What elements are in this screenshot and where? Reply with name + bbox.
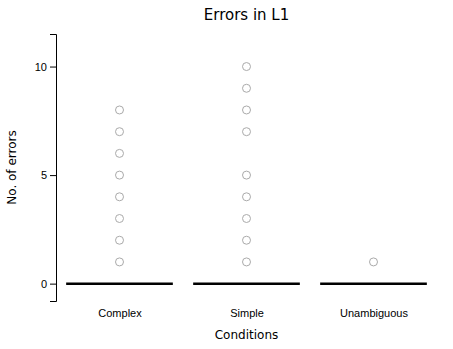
y-tick-mark xyxy=(50,284,56,285)
x-tick-label: Complex xyxy=(98,307,142,319)
point xyxy=(116,149,124,157)
baseline xyxy=(320,282,427,285)
point xyxy=(243,128,251,136)
y-axis-line xyxy=(50,35,57,302)
point xyxy=(116,215,124,223)
x-tick: Unambiguous xyxy=(340,301,408,319)
y-tick: 0 xyxy=(41,278,56,290)
y-tick: 5 xyxy=(41,169,56,181)
y-axis-title: No. of errors xyxy=(5,130,19,204)
point xyxy=(116,258,124,266)
point xyxy=(243,171,251,179)
point xyxy=(116,106,124,114)
point xyxy=(243,258,251,266)
point xyxy=(116,236,124,244)
x-tick: Simple xyxy=(230,301,264,319)
y-tick-label: 5 xyxy=(41,169,47,181)
y-tick-mark xyxy=(50,67,56,68)
y-tick-label: 10 xyxy=(35,61,47,73)
x-axis-title: Conditions xyxy=(215,328,279,342)
y-tick-mark xyxy=(50,175,56,176)
y-axis: 0 5 10 xyxy=(35,35,57,302)
x-tick-label: Simple xyxy=(230,307,264,319)
point xyxy=(243,84,251,92)
x-axis: Complex Simple Unambiguous xyxy=(98,301,408,319)
y-tick-label: 0 xyxy=(41,278,47,290)
x-tick: Complex xyxy=(98,301,142,319)
baseline xyxy=(66,282,173,285)
plot: 0 5 10 Complex Simple Unambiguous xyxy=(35,35,427,319)
point xyxy=(243,215,251,223)
point xyxy=(370,258,378,266)
point xyxy=(116,193,124,201)
baseline xyxy=(193,282,300,285)
point xyxy=(116,171,124,179)
y-tick: 10 xyxy=(35,61,56,73)
point xyxy=(243,63,251,71)
chart: 0 5 10 Complex Simple Unambiguous Errors in L1… xyxy=(0,0,453,349)
point xyxy=(116,128,124,136)
x-tick-label: Unambiguous xyxy=(340,307,408,319)
title: Errors in L1 xyxy=(204,6,290,24)
point xyxy=(243,106,251,114)
point xyxy=(243,193,251,201)
point xyxy=(243,236,251,244)
marks xyxy=(66,63,427,284)
